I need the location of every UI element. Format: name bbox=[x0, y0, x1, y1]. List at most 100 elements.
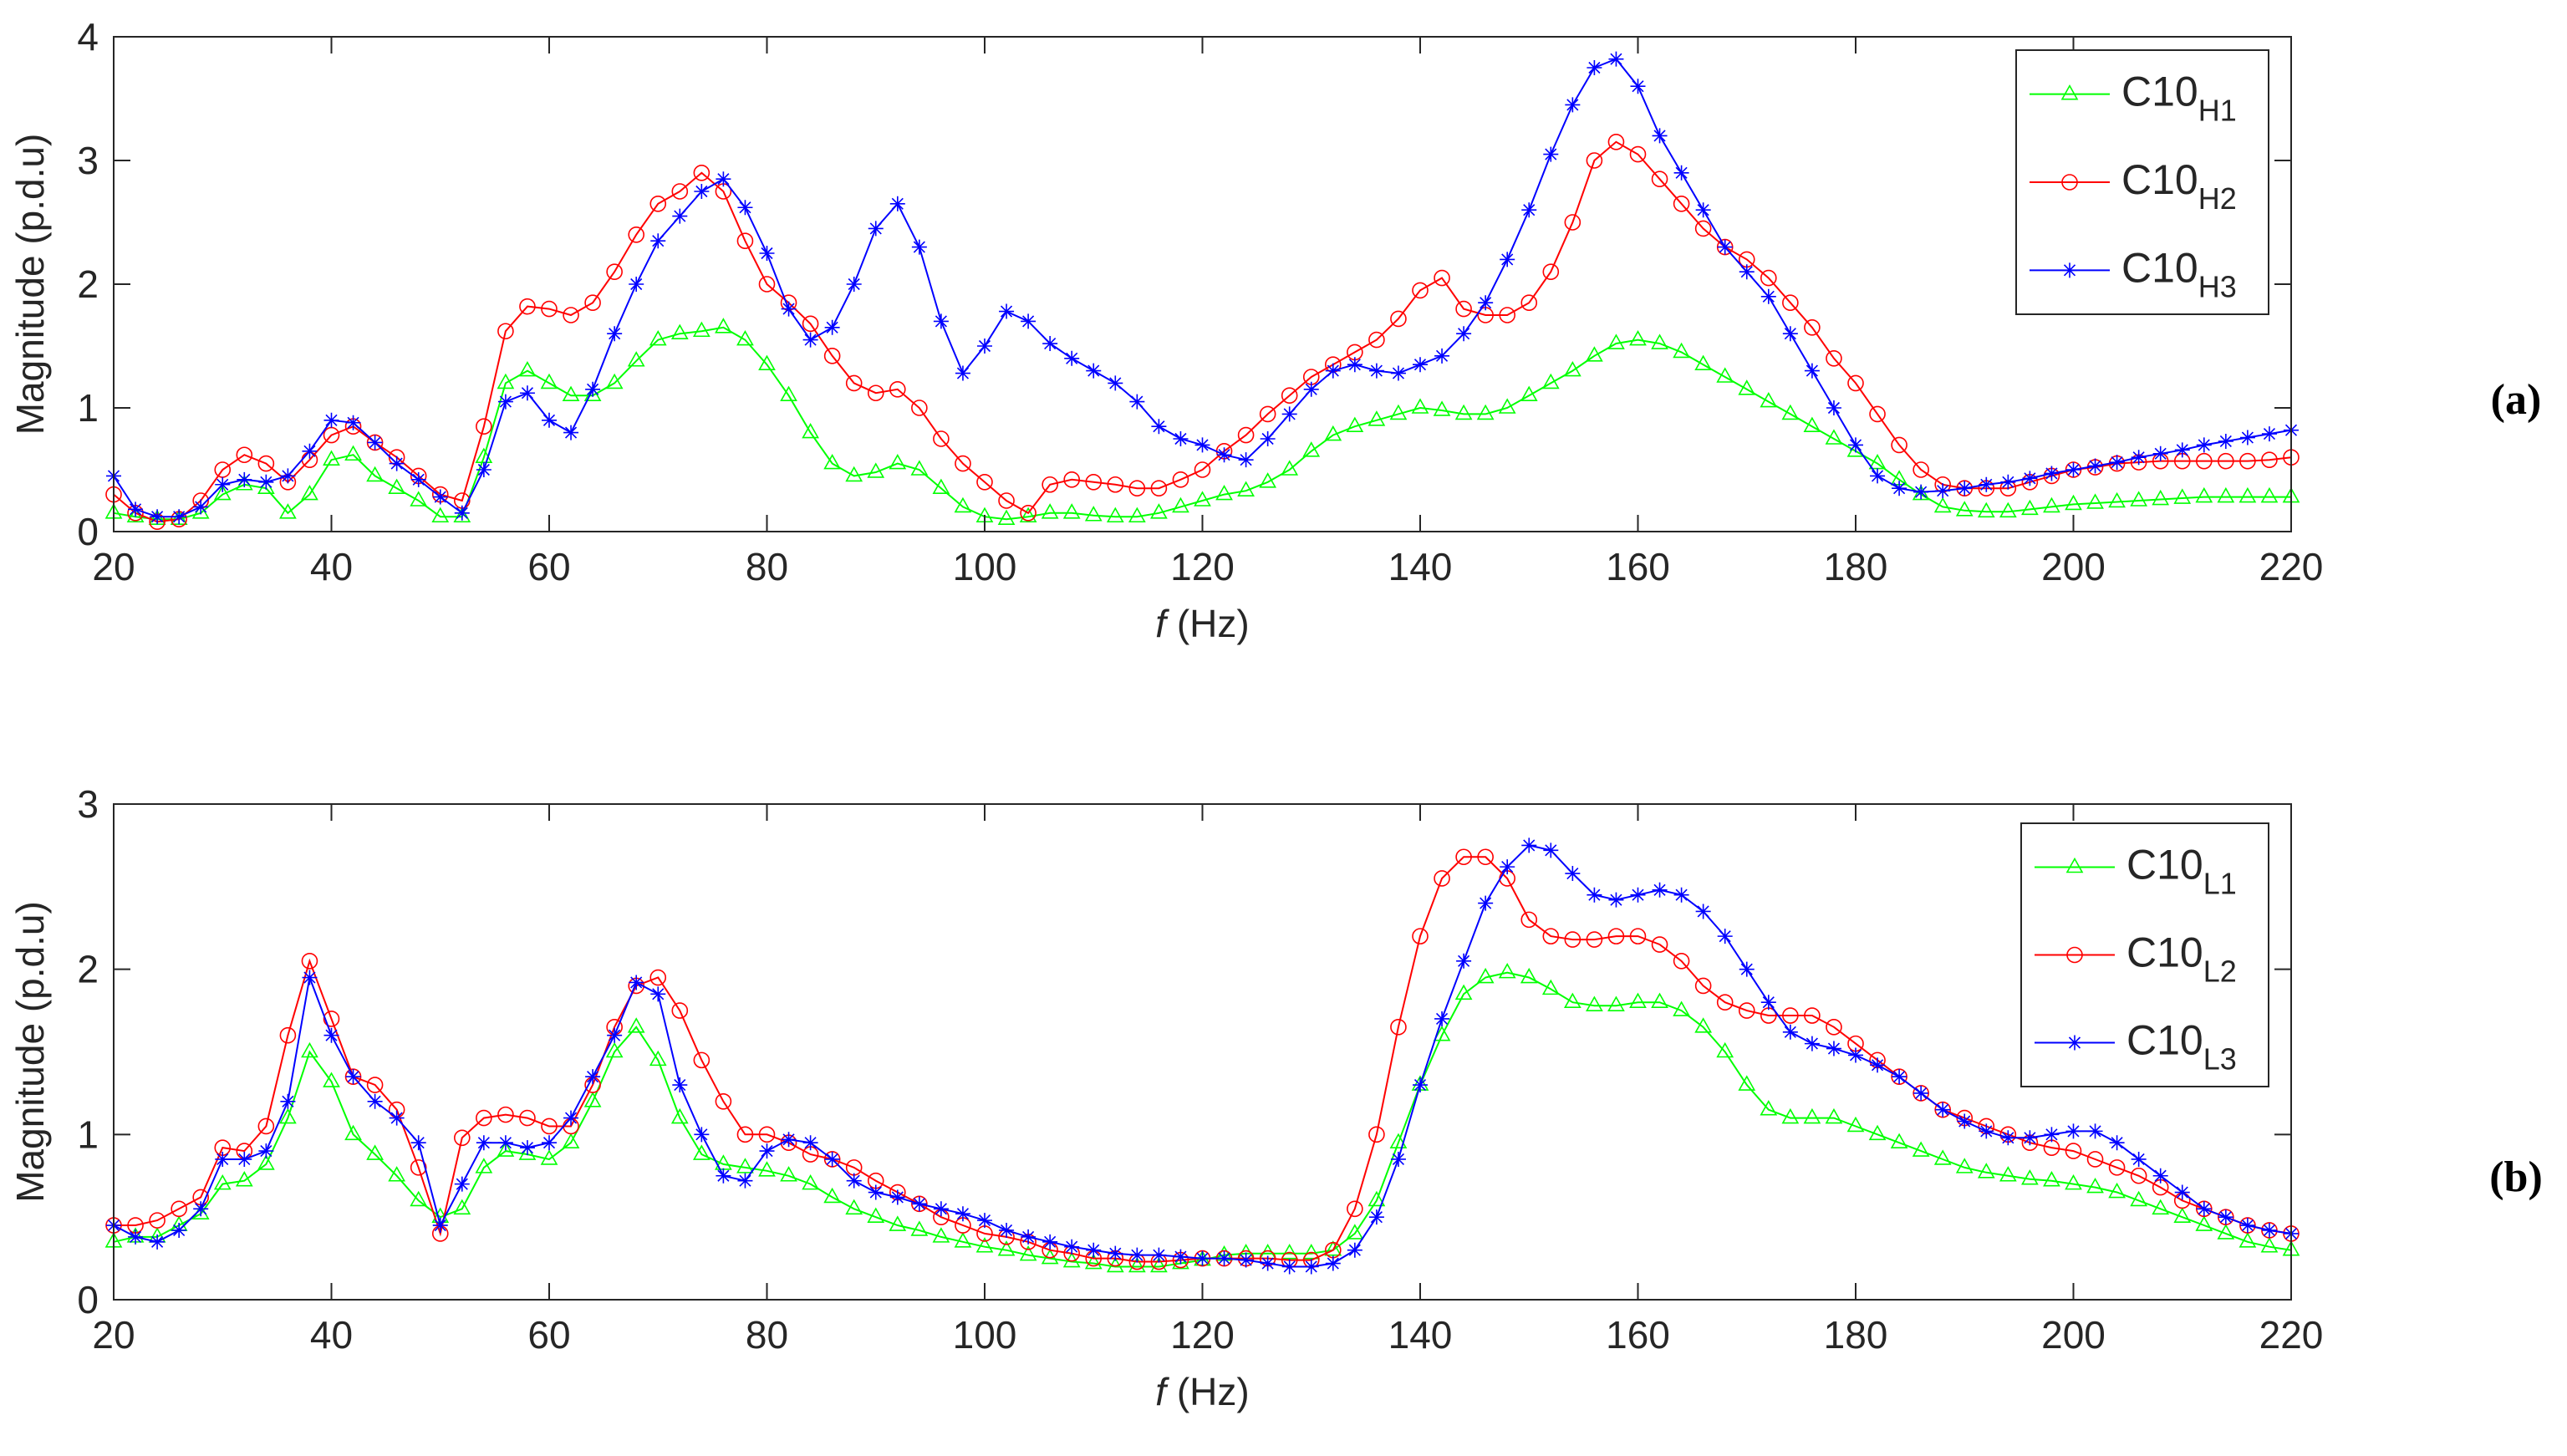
data-point-L2 bbox=[2065, 1143, 2082, 1159]
data-point-L1 bbox=[1694, 1017, 1713, 1033]
data-point-L1 bbox=[1498, 962, 1516, 979]
data-point-L3 bbox=[215, 1151, 231, 1167]
data-point-H2 bbox=[2218, 452, 2234, 470]
legend-marker-L2 bbox=[2066, 946, 2083, 964]
data-point-L3 bbox=[367, 1093, 383, 1109]
data-point-L3 bbox=[1500, 859, 1515, 875]
data-point-H1 bbox=[1520, 385, 1538, 402]
tick-layer-a: 20 40 60 80 100 120 140 160 180 200 220 0 1 2 3 4 bbox=[77, 15, 2323, 588]
data-point-H2 bbox=[1434, 269, 1450, 287]
data-point-L2 bbox=[1716, 994, 1734, 1011]
x-tick-label: 220 bbox=[2259, 545, 2324, 588]
data-point-H1 bbox=[1629, 329, 1647, 346]
data-point-H1 bbox=[2217, 486, 2235, 503]
data-point-H1 bbox=[1607, 333, 1625, 349]
x-tick-label: 100 bbox=[953, 1313, 1017, 1357]
data-point-L3 bbox=[519, 1140, 535, 1156]
y-tick-label: 2 bbox=[77, 262, 99, 306]
data-point-L3 bbox=[1108, 1245, 1123, 1261]
data-point-L3 bbox=[1478, 895, 1494, 911]
legend-text-base: C10 bbox=[2121, 244, 2198, 291]
data-point-H2 bbox=[1237, 426, 1255, 444]
chart-panel-b: 20 40 60 80 100 120 140 160 180 200 220 0 1 2 3 f (Hz)… bbox=[8, 782, 2543, 1413]
data-point-L3 bbox=[2239, 1218, 2255, 1234]
legend-item-L1: C10L1 bbox=[2035, 842, 2237, 901]
data-point-L3 bbox=[1608, 892, 1624, 908]
data-point-L2 bbox=[257, 1117, 275, 1135]
legend-marker-H1 bbox=[2060, 84, 2079, 100]
data-point-L1 bbox=[1389, 1133, 1408, 1149]
data-point-H1 bbox=[1716, 367, 1734, 383]
data-point-H3 bbox=[1260, 431, 1276, 446]
data-point-L3 bbox=[1368, 1209, 1384, 1225]
data-point-L3 bbox=[171, 1222, 187, 1238]
data-point-H3 bbox=[1281, 406, 1297, 422]
data-point-L2 bbox=[497, 1106, 514, 1123]
data-point-H3 bbox=[410, 471, 426, 487]
data-point-H2 bbox=[911, 400, 928, 416]
data-point-H3 bbox=[345, 415, 361, 430]
data-point-H2 bbox=[1128, 480, 1146, 497]
data-point-H3 bbox=[999, 303, 1015, 319]
data-point-H2 bbox=[1368, 331, 1385, 349]
data-point-H3 bbox=[977, 339, 992, 354]
data-point-L3 bbox=[1456, 953, 1472, 969]
data-point-H1 bbox=[1563, 360, 1581, 377]
data-point-H2 bbox=[1085, 473, 1103, 491]
legend-text-L2: C10L2 bbox=[2126, 929, 2237, 989]
data-point-L1 bbox=[2130, 1190, 2148, 1207]
data-point-H1 bbox=[410, 491, 428, 507]
data-point-L2 bbox=[2130, 1167, 2147, 1184]
data-point-L1 bbox=[1324, 1240, 1342, 1256]
data-point-L3 bbox=[1630, 887, 1646, 903]
data-point-L2 bbox=[1694, 977, 1712, 995]
data-point-L3 bbox=[1216, 1250, 1232, 1266]
data-point-H3 bbox=[868, 221, 884, 237]
x-tick-label: 20 bbox=[92, 1313, 135, 1357]
data-point-H2 bbox=[693, 165, 711, 181]
x-tick-label: 40 bbox=[310, 1313, 353, 1357]
x-axis-label-b: f (Hz) bbox=[1155, 1370, 1249, 1413]
data-point-H2 bbox=[628, 226, 645, 243]
data-point-L3 bbox=[1717, 929, 1733, 944]
data-point-H3 bbox=[1390, 365, 1406, 381]
data-point-H1 bbox=[1781, 404, 1800, 420]
data-point-H3 bbox=[1086, 363, 1102, 379]
data-point-H3 bbox=[1892, 481, 1907, 496]
data-point-H3 bbox=[1434, 348, 1450, 364]
legend-text-H3: C10H3 bbox=[2121, 244, 2237, 303]
data-point-L3 bbox=[650, 986, 666, 1002]
data-point-H1 bbox=[301, 484, 318, 501]
series-C10-H3 bbox=[106, 51, 2299, 525]
data-point-H1 bbox=[1825, 429, 1843, 445]
data-point-H1 bbox=[1368, 410, 1386, 426]
data-point-L3 bbox=[1913, 1085, 1929, 1101]
data-point-L3 bbox=[1848, 1047, 1863, 1063]
data-point-H3 bbox=[563, 425, 579, 440]
data-point-H2 bbox=[1107, 476, 1124, 493]
data-point-H3 bbox=[1173, 431, 1189, 446]
data-point-H2 bbox=[1629, 145, 1647, 163]
legend-marker-L1 bbox=[2065, 857, 2084, 873]
data-point-H1 bbox=[1215, 484, 1233, 501]
data-point-L3 bbox=[672, 1077, 688, 1093]
y-tick-label: 3 bbox=[77, 139, 99, 182]
data-point-H3 bbox=[585, 381, 601, 397]
data-point-L3 bbox=[2087, 1123, 2103, 1139]
data-point-H1 bbox=[1586, 346, 1603, 362]
data-point-H2 bbox=[1172, 471, 1189, 488]
data-point-H2 bbox=[497, 323, 514, 340]
data-point-L3 bbox=[868, 1184, 884, 1200]
data-point-L3 bbox=[1826, 1041, 1841, 1056]
data-point-L1 bbox=[1651, 992, 1668, 1008]
data-point-L2 bbox=[476, 1109, 492, 1127]
panel-label-a: (a) bbox=[2491, 376, 2542, 424]
data-point-L1 bbox=[235, 1171, 253, 1187]
data-point-H1 bbox=[497, 373, 515, 389]
data-point-L3 bbox=[1739, 961, 1755, 977]
data-point-H3 bbox=[1129, 394, 1145, 410]
legend-text-subscript: H1 bbox=[2198, 94, 2237, 128]
data-point-H3 bbox=[432, 489, 448, 505]
data-point-H3 bbox=[1151, 419, 1167, 435]
